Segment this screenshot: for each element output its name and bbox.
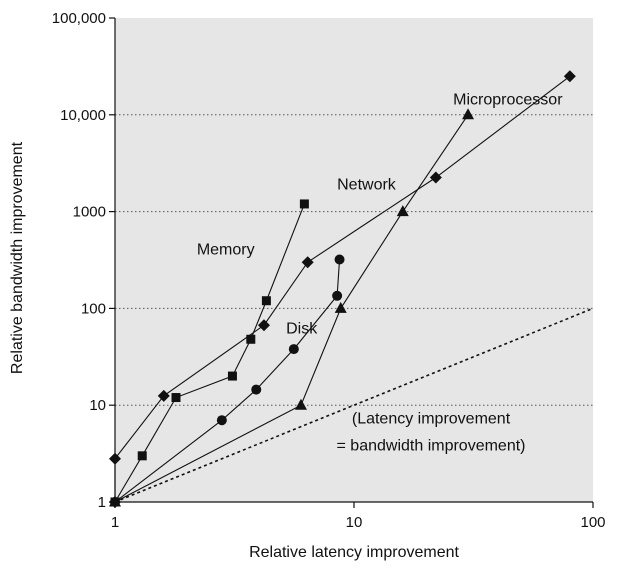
annotation-2: Memory [197, 242, 255, 259]
annotation-5: = bandwidth improvement) [337, 438, 526, 455]
plot-area [115, 18, 593, 502]
annotation-0: Microprocessor [453, 91, 563, 108]
x-axis-title: Relative latency improvement [249, 544, 459, 561]
data-point-memory [171, 393, 181, 403]
data-point-microprocessor [563, 70, 576, 83]
data-point-disk [288, 344, 299, 355]
data-point-memory [261, 296, 271, 306]
data-point-network [109, 495, 121, 507]
data-point-microprocessor [109, 452, 121, 465]
data-point-memory [299, 199, 309, 209]
data-point-disk [332, 290, 343, 301]
data-point-network [462, 108, 475, 120]
data-point-memory [137, 451, 147, 461]
annotation-3: Disk [286, 321, 318, 338]
x-tick-label: 100 [580, 514, 605, 531]
data-point-memory [227, 371, 237, 381]
y-tick-label: 1000 [73, 204, 106, 221]
data-point-network [396, 205, 409, 217]
annotation-1: Network [337, 176, 397, 193]
reference-line [114, 307, 594, 503]
data-point-network [294, 398, 307, 410]
data-point-disk [251, 384, 262, 395]
data-point-microprocessor [429, 171, 442, 184]
data-point-disk [334, 254, 345, 265]
y-tick-label: 1 [98, 494, 106, 511]
x-tick-label: 1 [111, 514, 119, 531]
data-point-microprocessor [157, 389, 170, 402]
series-line-disk [114, 259, 341, 503]
data-point-disk [216, 415, 227, 426]
annotation-4: (Latency improvement [352, 410, 511, 427]
data-point-memory [246, 334, 256, 344]
y-tick-label: 100 [81, 300, 106, 317]
data-point-network [334, 301, 347, 313]
y-tick-label: 100,000 [52, 10, 106, 27]
data-point-microprocessor [257, 319, 270, 332]
y-axis-title: Relative bandwidth improvement [9, 141, 26, 374]
y-tick-label: 10,000 [60, 107, 106, 124]
y-tick-label: 10 [89, 397, 106, 414]
data-point-microprocessor [301, 256, 314, 269]
x-tick-label: 10 [346, 514, 363, 531]
